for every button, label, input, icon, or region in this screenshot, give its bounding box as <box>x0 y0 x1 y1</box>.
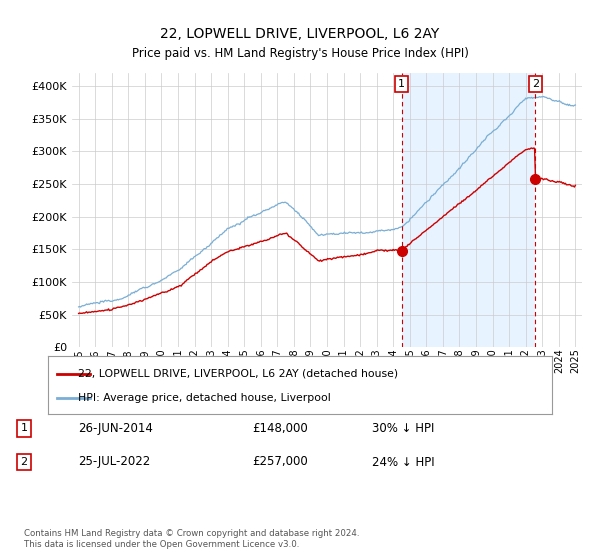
Text: 22, LOPWELL DRIVE, LIVERPOOL, L6 2AY (detached house): 22, LOPWELL DRIVE, LIVERPOOL, L6 2AY (de… <box>78 368 398 379</box>
Text: £148,000: £148,000 <box>252 422 308 435</box>
Text: Contains HM Land Registry data © Crown copyright and database right 2024.
This d: Contains HM Land Registry data © Crown c… <box>24 529 359 549</box>
Bar <box>401 73 535 347</box>
Text: 22, LOPWELL DRIVE, LIVERPOOL, L6 2AY: 22, LOPWELL DRIVE, LIVERPOOL, L6 2AY <box>160 27 440 41</box>
Text: 26-JUN-2014: 26-JUN-2014 <box>78 422 153 435</box>
Text: 1: 1 <box>20 423 28 433</box>
Text: £257,000: £257,000 <box>252 455 308 469</box>
Text: 1: 1 <box>398 79 405 89</box>
Text: 24% ↓ HPI: 24% ↓ HPI <box>372 455 434 469</box>
Text: HPI: Average price, detached house, Liverpool: HPI: Average price, detached house, Live… <box>78 393 331 403</box>
Text: 30% ↓ HPI: 30% ↓ HPI <box>372 422 434 435</box>
Text: 2: 2 <box>532 79 539 89</box>
Text: Price paid vs. HM Land Registry's House Price Index (HPI): Price paid vs. HM Land Registry's House … <box>131 46 469 60</box>
Text: 25-JUL-2022: 25-JUL-2022 <box>78 455 150 469</box>
Text: 2: 2 <box>20 457 28 467</box>
